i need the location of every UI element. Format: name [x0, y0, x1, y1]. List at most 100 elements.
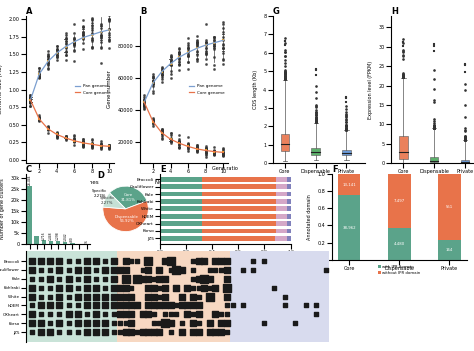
Point — [106, 143, 113, 149]
Bar — [117, 251, 229, 342]
Point — [79, 29, 87, 35]
Point — [36, 116, 43, 121]
Point — [281, 303, 289, 308]
Point — [193, 37, 201, 42]
Point — [110, 285, 118, 291]
Point — [28, 285, 36, 291]
Core genome — [80, 141, 86, 145]
Point — [83, 267, 91, 273]
Point — [88, 37, 96, 42]
Bar — [160, 184, 201, 189]
Point — [53, 130, 61, 136]
Point — [343, 123, 350, 128]
Point — [116, 320, 124, 326]
Line: Pan genome: Pan genome — [144, 40, 223, 102]
Point — [202, 145, 210, 151]
Bar — [70, 243, 74, 244]
Point — [430, 125, 438, 131]
Point — [210, 151, 218, 157]
Point — [97, 143, 104, 148]
Point — [97, 45, 104, 51]
Point — [71, 139, 78, 144]
Point — [210, 43, 218, 49]
Point — [62, 40, 69, 46]
Point — [36, 75, 43, 80]
Point — [106, 38, 113, 43]
Point — [281, 70, 289, 75]
Point — [219, 150, 227, 155]
Point — [36, 115, 43, 120]
Point — [122, 303, 129, 308]
Point — [167, 68, 174, 73]
Point — [400, 74, 407, 80]
Bar — [201, 214, 276, 219]
Pan genome — [211, 41, 217, 45]
Point — [62, 38, 69, 44]
Point — [158, 71, 165, 77]
Point — [461, 102, 469, 108]
Pan genome — [203, 43, 209, 47]
Point — [106, 142, 113, 147]
Point — [281, 53, 289, 59]
Point — [53, 52, 61, 58]
Point — [281, 69, 289, 74]
Point — [193, 144, 201, 150]
Line: Pan genome: Pan genome — [30, 30, 109, 100]
Point — [184, 141, 192, 146]
Point — [27, 97, 34, 103]
Point — [116, 285, 124, 291]
Point — [167, 140, 174, 146]
Point — [219, 150, 227, 155]
Point — [28, 267, 36, 273]
Point — [27, 96, 34, 102]
Point — [281, 71, 289, 77]
Point — [210, 34, 218, 40]
Point — [97, 33, 104, 39]
Point — [53, 50, 61, 55]
Bar — [201, 229, 276, 233]
Bar — [287, 229, 291, 233]
Point — [88, 16, 96, 22]
Point — [210, 43, 218, 49]
Point — [122, 276, 129, 282]
Point — [149, 71, 157, 77]
Point — [62, 135, 69, 141]
Point — [281, 75, 289, 81]
Point — [140, 100, 148, 106]
Bar — [438, 240, 461, 260]
Bar — [276, 184, 287, 189]
Point — [343, 122, 350, 127]
Text: 91: 91 — [84, 239, 89, 243]
Point — [184, 53, 192, 59]
Point — [71, 136, 78, 142]
Point — [62, 135, 69, 140]
Point — [140, 103, 148, 108]
Point — [27, 96, 34, 102]
Pan genome — [159, 69, 164, 74]
Point — [217, 312, 225, 317]
Point — [53, 132, 61, 138]
Point — [175, 141, 183, 147]
Point — [400, 74, 407, 80]
Point — [27, 95, 34, 100]
Core genome — [36, 117, 42, 121]
Point — [97, 145, 104, 151]
Point — [173, 267, 180, 273]
Bar — [275, 236, 287, 241]
Point — [193, 143, 201, 148]
Point — [167, 62, 174, 68]
Bar — [201, 221, 276, 226]
Point — [53, 131, 61, 137]
Point — [28, 320, 36, 326]
Point — [44, 127, 52, 132]
Point — [88, 141, 96, 147]
Point — [219, 61, 227, 67]
Legend: with IPR domain, without IPR domain: with IPR domain, without IPR domain — [376, 264, 422, 277]
Point — [461, 137, 469, 142]
Point — [53, 131, 61, 137]
Y-axis label: Number of gene clusters: Number of gene clusters — [0, 178, 5, 239]
Pan genome — [185, 50, 191, 54]
Point — [149, 120, 157, 126]
Point — [97, 29, 104, 35]
Point — [92, 303, 100, 308]
